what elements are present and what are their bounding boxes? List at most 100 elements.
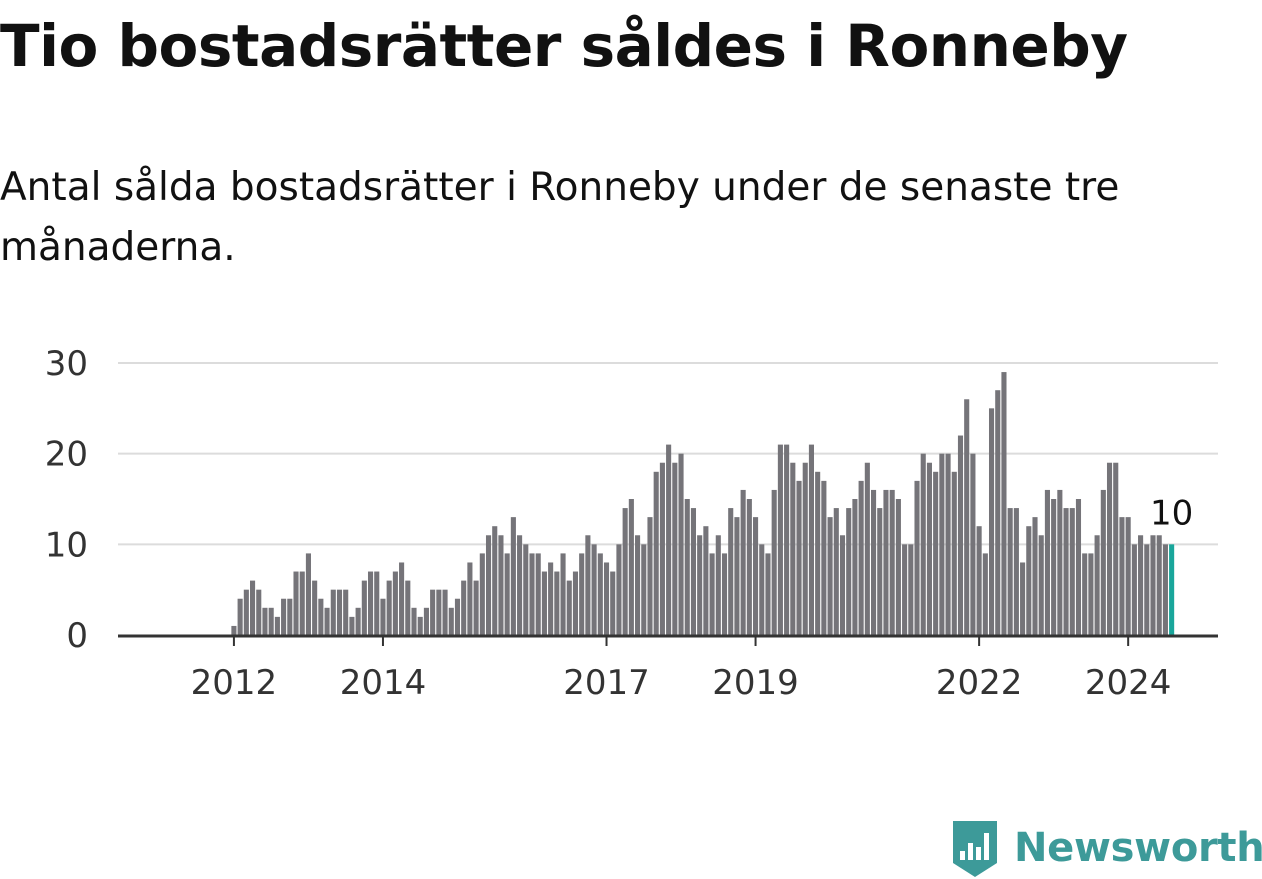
bar: [970, 453, 976, 635]
x-tick-label: 2014: [340, 663, 427, 703]
bar: [231, 625, 237, 635]
bar: [274, 616, 280, 635]
bar: [877, 508, 883, 635]
bar: [523, 544, 529, 635]
bar: [635, 535, 641, 635]
bar: [753, 517, 759, 635]
bar: [591, 544, 597, 635]
bar: [678, 453, 684, 635]
bar: [610, 571, 616, 635]
bar: [461, 580, 467, 635]
bar: [1150, 535, 1156, 635]
bar: [1057, 489, 1063, 635]
bar: [312, 580, 318, 635]
bar: [933, 471, 939, 635]
bar: [293, 571, 299, 635]
bar: [1162, 544, 1168, 635]
bar: [560, 553, 566, 635]
bar: [740, 489, 746, 635]
bar: [268, 607, 274, 635]
y-axis-tick-labels: 0 10 20 30: [45, 344, 88, 656]
bar: [784, 444, 790, 635]
bar: [808, 444, 814, 635]
bar: [585, 535, 591, 635]
bar: [945, 453, 951, 635]
bar: [641, 544, 647, 635]
bar: [796, 480, 802, 635]
bar: [995, 390, 1001, 635]
bar: [982, 553, 988, 635]
bar: [914, 480, 920, 635]
bar: [771, 489, 777, 635]
bar: [504, 553, 510, 635]
bar: [697, 535, 703, 635]
bar: [256, 589, 262, 635]
bar: [237, 598, 243, 635]
bar: [510, 517, 516, 635]
bar: [473, 580, 479, 635]
x-tick-label: 2012: [191, 663, 278, 703]
bar: [1063, 508, 1069, 635]
bar: [305, 553, 311, 635]
bar: [448, 607, 454, 635]
bar: [548, 562, 554, 635]
bar: [423, 607, 429, 635]
bar: [1051, 499, 1057, 635]
newsworthy-logo-icon: [953, 821, 997, 877]
bar: [554, 571, 560, 635]
bar: [858, 480, 864, 635]
bar: [920, 453, 926, 635]
page-subtitle: Antal sålda bostadsrätter i Ronneby unde…: [0, 165, 1120, 270]
bar: [349, 616, 355, 635]
bar: [939, 453, 945, 635]
bar: [343, 589, 349, 635]
bar: [330, 589, 336, 635]
bar: [871, 489, 877, 635]
bar: [902, 544, 908, 635]
bar: [765, 553, 771, 635]
bar: [442, 589, 448, 635]
bar: [1032, 517, 1038, 635]
bar: [777, 444, 783, 635]
bar: [485, 535, 492, 635]
bar: [647, 517, 653, 635]
bar: [355, 607, 361, 635]
bar: [430, 589, 436, 635]
bar: [262, 607, 268, 635]
bar: [597, 553, 603, 635]
bar: [1113, 462, 1119, 635]
bar: [988, 408, 995, 635]
bar: [492, 526, 498, 635]
bar: [1094, 535, 1100, 635]
highlighted-bar: [1169, 544, 1175, 635]
bar: [386, 580, 392, 635]
bar: [517, 535, 523, 635]
bar: [603, 562, 610, 635]
bar: [839, 535, 846, 635]
y-tick-label: 10: [45, 525, 88, 565]
bar: [498, 535, 504, 635]
bar: [908, 544, 914, 635]
bar: [1156, 535, 1162, 635]
bar-chart: 0 10 20 30 2012 2014 2017 2019 2022 2024 10: [45, 344, 1218, 703]
bar: [541, 571, 547, 635]
bar: [734, 517, 740, 635]
bar: [579, 553, 585, 635]
bar: [243, 589, 249, 635]
y-tick-label: 30: [45, 344, 88, 384]
bar: [1125, 517, 1131, 635]
bar: [815, 471, 821, 635]
bar: [1069, 508, 1075, 635]
bar: [802, 462, 808, 635]
bar: [821, 480, 827, 635]
bar: [436, 589, 442, 635]
bar: [622, 508, 628, 635]
bar: [895, 499, 901, 635]
x-axis-ticks: 2012 2014 2017 2019 2022 2024: [191, 636, 1171, 703]
y-tick-label: 20: [45, 435, 88, 475]
y-tick-label: 0: [66, 616, 88, 656]
x-tick-label: 2017: [563, 663, 650, 703]
bar: [746, 499, 752, 635]
bar: [976, 526, 982, 635]
brand-name: Newsworthy: [1014, 825, 1262, 871]
